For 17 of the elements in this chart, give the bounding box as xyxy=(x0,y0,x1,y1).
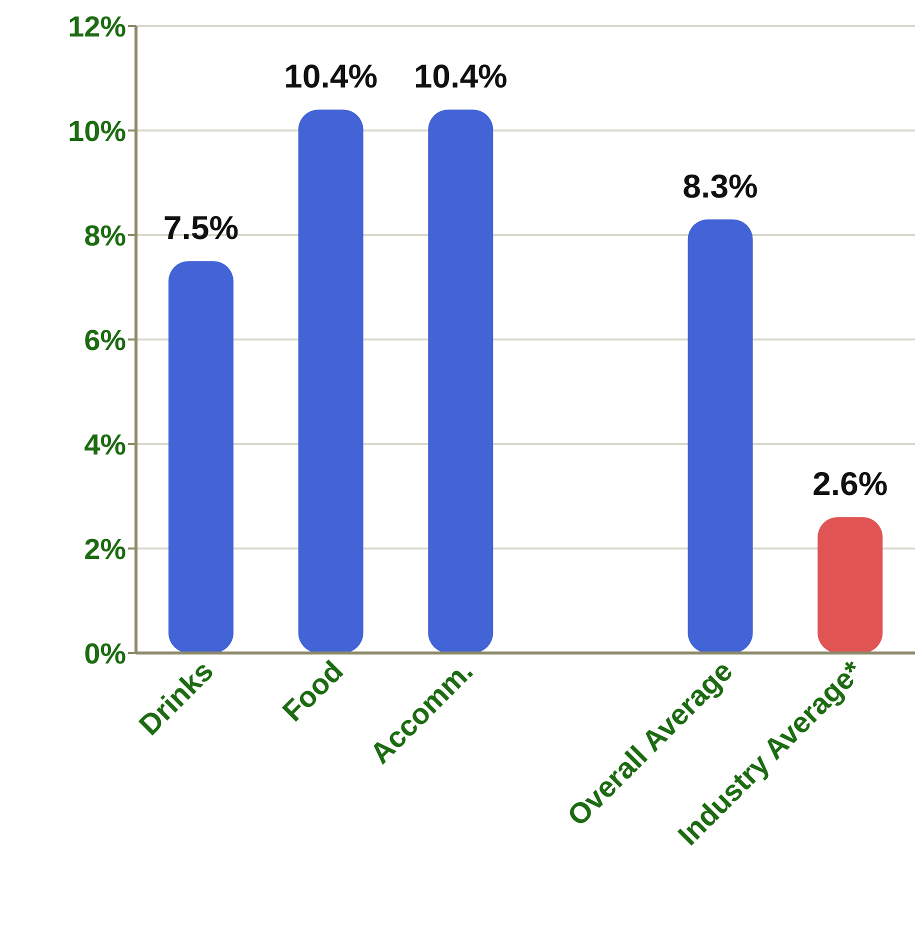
y-tick-label: 0% xyxy=(84,638,126,670)
data-label: 10.4% xyxy=(284,58,378,95)
y-tick-label: 12% xyxy=(68,11,126,44)
bar xyxy=(168,261,234,653)
data-label: 8.3% xyxy=(682,167,758,204)
bar xyxy=(818,517,883,653)
data-label: 7.5% xyxy=(163,209,239,246)
bar xyxy=(688,219,753,653)
data-label: 2.6% xyxy=(812,465,888,502)
y-tick-label: 2% xyxy=(84,534,126,566)
data-label: 10.4% xyxy=(414,58,508,95)
y-tick-label: 6% xyxy=(84,324,126,357)
y-tick-label: 10% xyxy=(68,116,126,148)
bar xyxy=(298,110,364,653)
y-tick-label: 8% xyxy=(84,220,126,252)
bar xyxy=(428,110,494,653)
y-tick-label: 4% xyxy=(84,429,126,462)
